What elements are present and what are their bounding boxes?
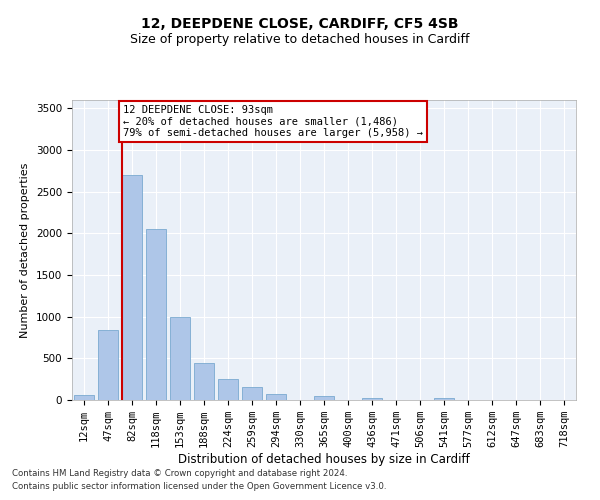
Text: 12 DEEPDENE CLOSE: 93sqm
← 20% of detached houses are smaller (1,486)
79% of sem: 12 DEEPDENE CLOSE: 93sqm ← 20% of detach… bbox=[123, 105, 423, 138]
Bar bbox=[74, 396, 94, 400]
Text: Contains public sector information licensed under the Open Government Licence v3: Contains public sector information licen… bbox=[12, 482, 386, 491]
Bar bbox=[122, 175, 142, 400]
Bar bbox=[434, 398, 454, 400]
Y-axis label: Number of detached properties: Number of detached properties bbox=[20, 162, 31, 338]
Bar bbox=[242, 387, 262, 400]
Bar bbox=[146, 229, 166, 400]
Bar bbox=[98, 330, 118, 400]
Bar bbox=[362, 398, 382, 400]
Text: Contains HM Land Registry data © Crown copyright and database right 2024.: Contains HM Land Registry data © Crown c… bbox=[12, 468, 347, 477]
Bar bbox=[314, 396, 334, 400]
Text: 12, DEEPDENE CLOSE, CARDIFF, CF5 4SB: 12, DEEPDENE CLOSE, CARDIFF, CF5 4SB bbox=[141, 18, 459, 32]
X-axis label: Distribution of detached houses by size in Cardiff: Distribution of detached houses by size … bbox=[178, 453, 470, 466]
Bar bbox=[218, 379, 238, 400]
Bar bbox=[266, 394, 286, 400]
Bar bbox=[170, 316, 190, 400]
Bar bbox=[194, 362, 214, 400]
Text: Size of property relative to detached houses in Cardiff: Size of property relative to detached ho… bbox=[130, 32, 470, 46]
